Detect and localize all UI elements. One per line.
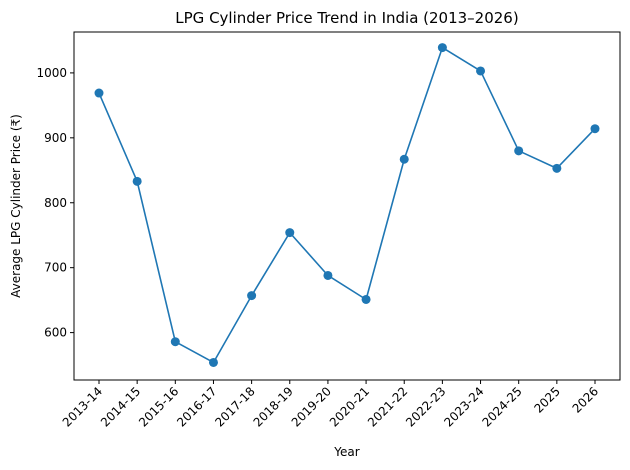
y-tick-label: 700	[44, 261, 67, 275]
data-point-2016-17	[208, 357, 218, 367]
x-axis-ticks: 2013-142014-152015-162016-172017-182018-…	[60, 380, 601, 430]
data-point-2024-25	[514, 146, 524, 156]
data-point-2021-22	[399, 154, 409, 164]
y-tick-label: 800	[44, 196, 67, 210]
x-tick-label: 2016-17	[174, 384, 219, 429]
x-tick-label: 2026	[570, 384, 601, 415]
y-tick-label: 600	[44, 326, 67, 340]
data-point-2019-20	[323, 270, 333, 280]
data-point-2013-14	[94, 88, 104, 98]
series-layer	[94, 43, 600, 367]
x-axis-label: Year	[333, 445, 359, 459]
data-point-2025	[552, 163, 562, 173]
x-tick-label: 2017-18	[212, 384, 257, 429]
x-tick-label: 2025	[531, 384, 562, 415]
data-point-2014-15	[132, 176, 142, 186]
plot-area-frame	[73, 31, 621, 381]
series-line	[98, 46, 596, 364]
data-point-2026	[590, 124, 600, 134]
x-tick-label: 2024-25	[479, 384, 524, 429]
data-point-2015-16	[170, 337, 180, 347]
x-tick-label: 2021-22	[365, 384, 410, 429]
data-point-2022-23	[437, 43, 447, 53]
data-point-2023-24	[476, 66, 486, 76]
x-tick-label: 2013-14	[60, 384, 105, 429]
y-tick-label: 1000	[36, 66, 67, 80]
data-point-2020-21	[361, 294, 371, 304]
data-point-2018-19	[285, 228, 295, 238]
x-tick-label: 2019-20	[289, 384, 334, 429]
y-tick-label: 900	[44, 131, 67, 145]
y-axis-label: Average LPG Cylinder Price (₹)	[9, 114, 23, 298]
y-axis-ticks: 600 700 800 900 1000	[36, 66, 74, 340]
chart-title: LPG Cylinder Price Trend in India (2013–…	[175, 9, 518, 27]
x-tick-label: 2015-16	[136, 384, 181, 429]
x-tick-label: 2020-21	[327, 384, 372, 429]
x-tick-label: 2023-24	[441, 384, 486, 429]
x-tick-label: 2014-15	[98, 384, 143, 429]
x-tick-label: 2018-19	[251, 384, 296, 429]
x-tick-label: 2022-23	[403, 384, 448, 429]
data-point-2017-18	[247, 291, 257, 301]
